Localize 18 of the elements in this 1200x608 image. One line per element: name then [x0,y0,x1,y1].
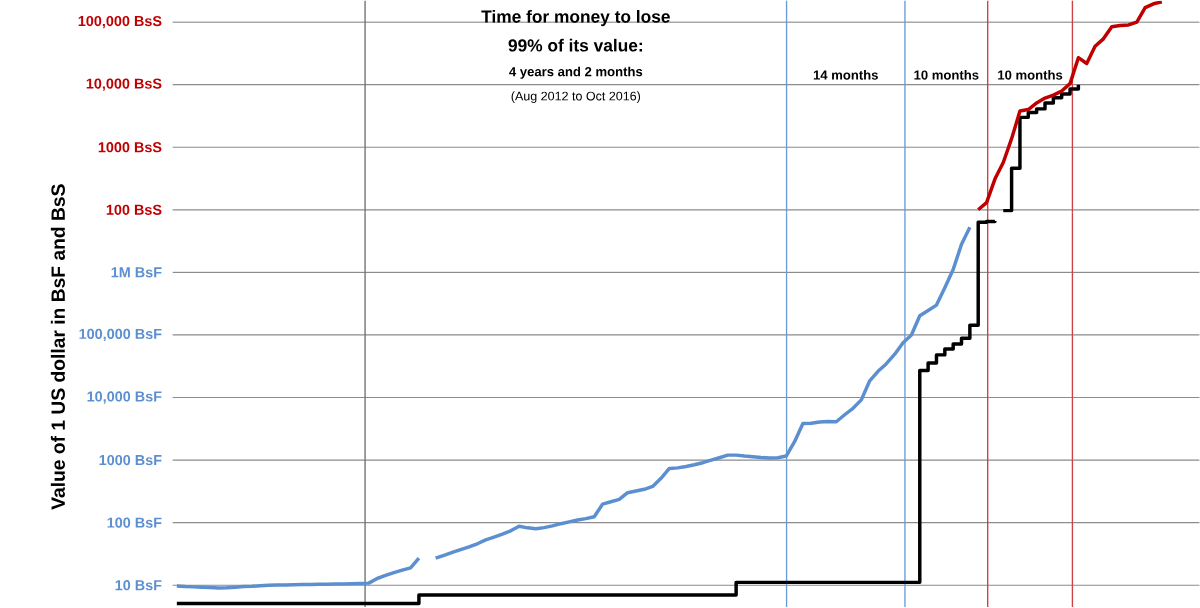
annotation: Time for money to lose [481,10,670,27]
y-axis-title: Value of 1 US dollar in BsF and BsS [50,184,65,510]
y-tick-label: 100,000 BsS [78,16,162,29]
y-tick-label: 100 BsF [107,517,162,528]
annotation: 4 years and 2 months [509,66,643,80]
y-tick-label: 10,000 BsF [87,391,162,404]
y-tick-label: 1000 BsS [98,142,162,153]
annotation: (Aug 2012 to Oct 2016) [511,91,641,104]
y-tick-label: 1000 BsF [99,455,162,466]
y-tick-label: 10,000 BsS [86,78,162,92]
y-tick-label: 1M BsF [111,267,162,278]
annotation: 10 months [914,70,979,80]
y-tick-label: 100,000 BsF [79,328,162,342]
y-tick-label: 100 BsS [106,204,162,216]
annotation: 10 months [998,70,1063,80]
annotation: 99% of its value: [508,39,642,52]
y-tick-label: 10 BsF [115,580,162,591]
annotation: 14 months [813,70,878,80]
